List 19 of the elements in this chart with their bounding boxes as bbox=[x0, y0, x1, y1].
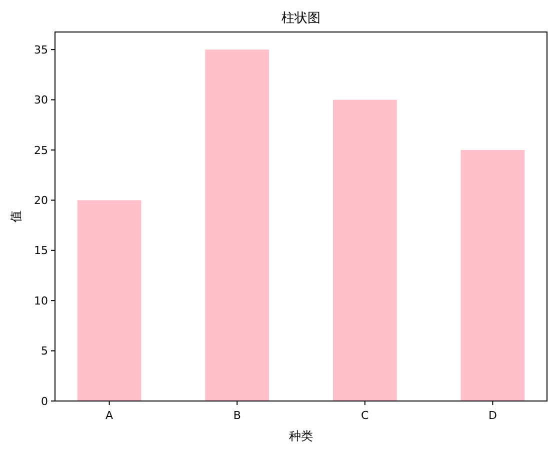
bar bbox=[460, 150, 525, 401]
x-tick-label: B bbox=[233, 409, 241, 422]
y-tick-label: 25 bbox=[34, 144, 48, 157]
bar bbox=[205, 50, 270, 401]
bar bbox=[77, 200, 142, 401]
y-tick-label: 15 bbox=[34, 244, 48, 258]
x-tick-label: C bbox=[361, 409, 370, 422]
y-tick-label: 20 bbox=[34, 194, 48, 208]
bar bbox=[332, 100, 397, 401]
chart-title: 柱状图 bbox=[282, 11, 320, 26]
y-tick-label: 35 bbox=[34, 43, 48, 56]
x-tick-label: D bbox=[488, 409, 497, 422]
y-tick-label: 5 bbox=[41, 344, 48, 358]
y-tick-label: 30 bbox=[34, 94, 48, 107]
x-tick-label: A bbox=[106, 409, 114, 422]
y-tick-label: 10 bbox=[34, 294, 48, 308]
y-tick-label: 0 bbox=[41, 394, 48, 408]
x-axis-title: 种类 bbox=[289, 429, 313, 443]
y-axis-title: 值 bbox=[9, 210, 23, 222]
